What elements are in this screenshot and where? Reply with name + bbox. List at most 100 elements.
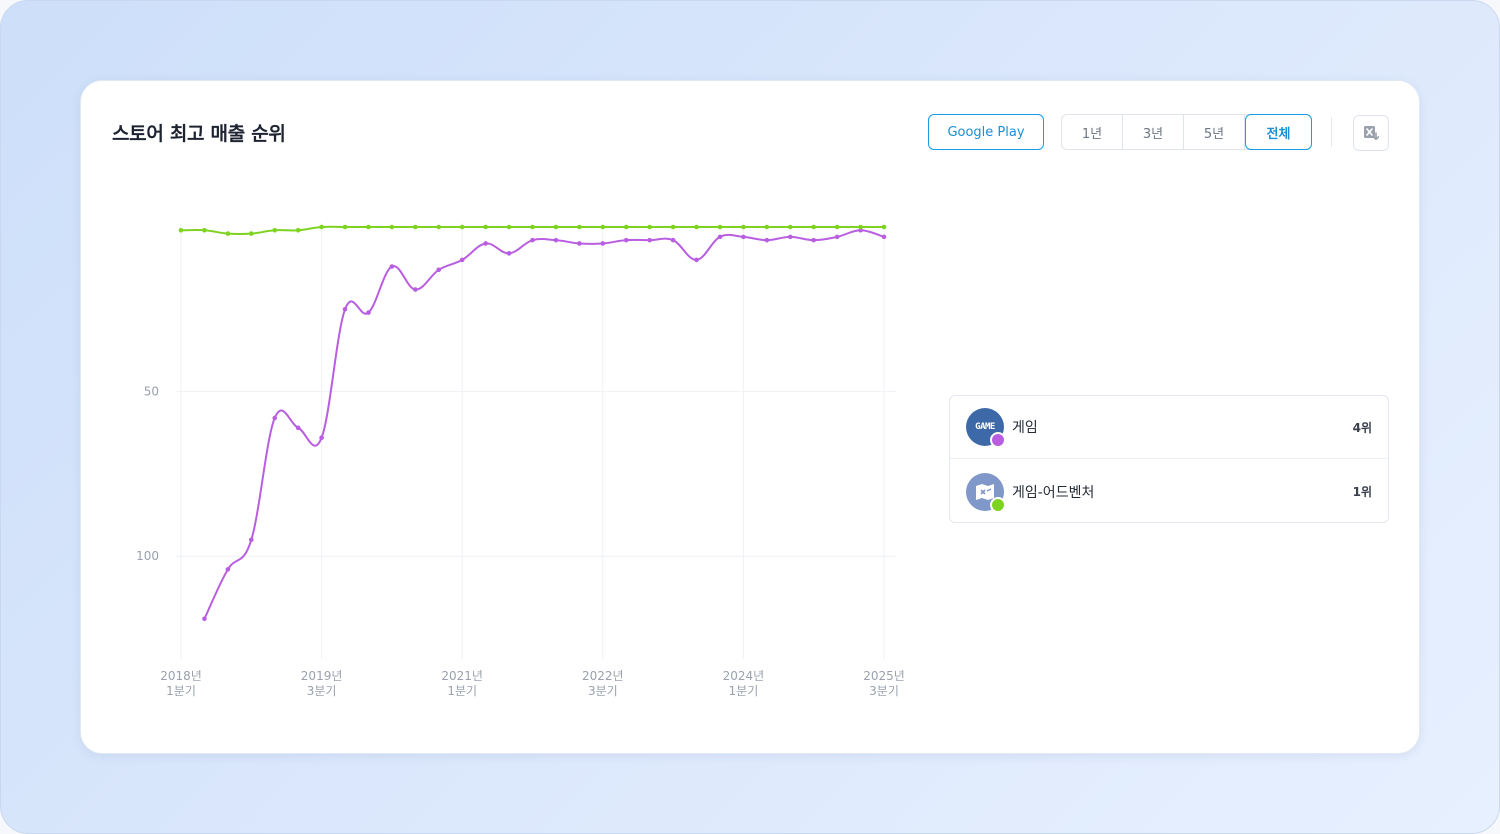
y-tick-label: 100 [136,549,159,563]
range-all-button[interactable]: 전체 [1245,114,1312,150]
series-color-dot [990,432,1006,448]
data-point [764,224,770,230]
x-tick-label: 3분기 [307,684,337,698]
data-point [881,234,887,240]
data-point [342,224,348,230]
data-point [319,435,324,441]
category-legend: GAME 게임 4위 게임-어드벤처 1위 [949,395,1389,523]
toolbar-divider [1331,117,1332,147]
data-point [858,224,863,230]
data-point [717,224,723,230]
data-point [483,224,488,230]
data-point [623,237,629,243]
data-point [623,224,629,230]
data-point [553,237,559,243]
data-point [600,241,606,246]
data-point [530,237,535,243]
data-point [741,224,746,230]
x-tick-label: 1분기 [729,684,759,698]
legend-category-rank: 4위 [1352,420,1372,435]
data-point [366,310,371,315]
data-point [272,415,278,421]
data-point [577,224,582,230]
game-category-icon: GAME [966,408,1006,448]
map-flag-icon [976,483,994,500]
card-title: 스토어 최고 매출 순위 [112,123,286,145]
game-icon-label: GAME [975,422,995,432]
data-point [202,616,207,622]
range-1y-button[interactable]: 1년 [1062,115,1123,149]
data-point [225,567,231,572]
data-point [787,224,793,230]
data-point [413,224,418,230]
data-point [787,234,793,240]
data-point [858,227,863,233]
data-point [295,425,301,431]
data-point [389,264,395,269]
data-point [600,224,606,230]
x-tick-label: 3분기 [869,684,899,698]
x-tick-label: 2025년 [863,669,905,683]
data-point [717,234,723,240]
excel-export-button[interactable] [1353,115,1389,151]
data-point [811,224,816,230]
data-point [319,224,324,230]
data-point [413,287,418,292]
series-line-0 [203,229,885,620]
data-point [295,227,301,233]
data-point [436,224,442,230]
data-point [881,224,887,230]
data-point [670,237,676,243]
data-point [249,537,254,543]
range-3y-button[interactable]: 3년 [1123,115,1184,149]
x-tick-label: 2024년 [723,669,765,683]
data-point [811,237,816,243]
data-point [647,237,652,243]
legend-item-game[interactable]: GAME 게임 4위 [950,396,1388,459]
excel-download-icon [1364,126,1380,141]
data-point [834,234,840,240]
legend-category-rank: 1위 [1352,485,1372,499]
series-color-dot [990,496,1006,513]
data-point [272,227,278,233]
data-point [225,231,231,236]
data-point [459,224,465,230]
store-select-button[interactable]: Google Play [928,114,1044,150]
data-point [483,241,488,246]
rank-line-chart: 501002018년1분기2019년3분기2021년1분기2022년3분기202… [136,223,905,698]
data-point [764,237,770,243]
x-tick-label: 1분기 [447,684,477,698]
legend-category-name: 게임 [1012,420,1038,436]
data-point [389,224,395,230]
data-point [202,227,207,233]
x-tick-label: 2019년 [301,669,343,683]
adventure-category-icon [966,472,1006,513]
y-tick-label: 50 [144,385,159,399]
range-toggle-group: 1년 3년 5년 전체 [1061,114,1312,150]
store-rank-card: 스토어 최고 매출 순위 Google Play 1년 3년 5년 전체 50 1… [80,80,1420,754]
data-point [249,231,254,236]
data-point [694,224,699,230]
data-point [436,267,442,273]
data-point [506,251,512,256]
range-5y-button[interactable]: 5년 [1184,115,1245,149]
data-point [366,224,371,230]
legend-item-adventure[interactable]: 게임-어드벤처 1위 [950,460,1388,523]
data-point [647,224,652,230]
data-point [670,224,676,230]
x-tick-label: 2018년 [160,669,202,683]
data-point [506,224,512,230]
data-point [694,257,699,263]
legend-category-name: 게임-어드벤처 [1012,484,1095,501]
x-tick-label: 2021년 [441,669,483,683]
x-tick-label: 1분기 [166,684,196,698]
x-tick-label: 3분기 [588,684,618,698]
data-point [342,307,348,312]
data-point [741,234,746,240]
data-point [577,241,582,246]
data-point [553,224,559,230]
data-point [834,224,840,230]
x-tick-label: 2022년 [582,669,624,683]
data-point [459,257,465,263]
data-point [178,227,184,233]
